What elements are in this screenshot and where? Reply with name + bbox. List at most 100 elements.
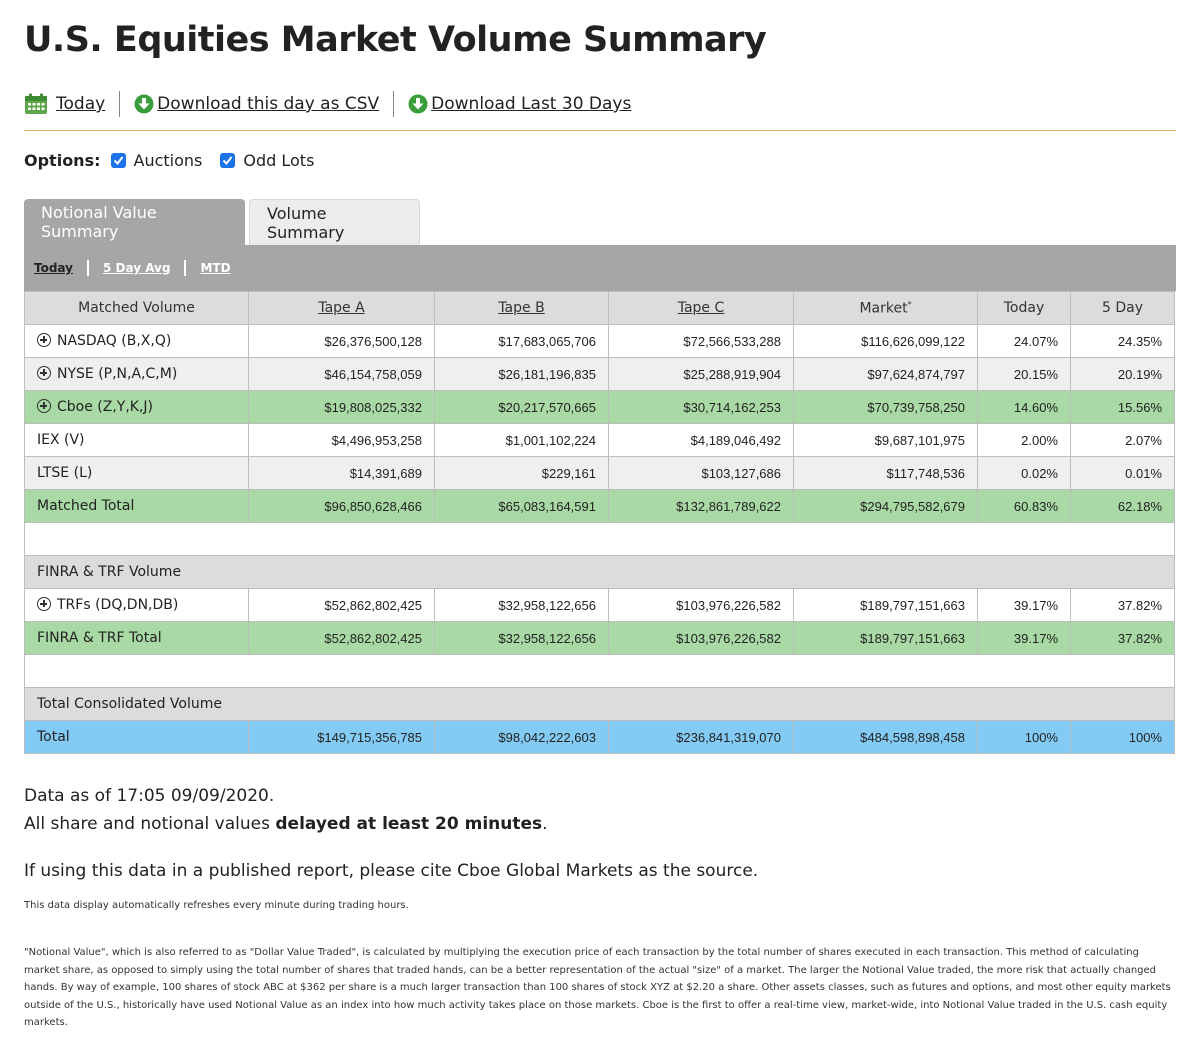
table-section-consolidated: Total Consolidated Volume bbox=[24, 687, 1175, 721]
table-row-nyse: NYSE (P,N,A,C,M) $46,154,758,059 $26,181… bbox=[24, 357, 1175, 391]
cell-tape-b: $17,683,065,706 bbox=[434, 324, 609, 358]
header-market: Market* bbox=[793, 291, 978, 325]
auctions-checkbox[interactable] bbox=[110, 152, 126, 168]
cell-tape-b: $20,217,570,665 bbox=[434, 390, 609, 424]
expand-plus-icon[interactable] bbox=[37, 333, 51, 347]
auctions-label: Auctions bbox=[133, 150, 203, 170]
odd-lots-label: Odd Lots bbox=[243, 150, 315, 170]
table-row-finra-total: FINRA & TRF Total $52,862,802,425 $32,95… bbox=[24, 621, 1175, 655]
section-label: Total Consolidated Volume bbox=[24, 687, 1175, 721]
cell-5-day: 20.19% bbox=[1070, 357, 1175, 391]
odd-lots-option[interactable]: Odd Lots bbox=[220, 151, 314, 170]
auctions-option[interactable]: Auctions bbox=[110, 150, 203, 170]
period-5-day-avg-link[interactable]: 5 Day Avg bbox=[102, 261, 171, 275]
cell-market: $97,624,874,797 bbox=[793, 357, 978, 391]
download-last-30-days-label: Download Last 30 Days bbox=[431, 94, 632, 114]
cell-market: $116,626,099,122 bbox=[793, 324, 978, 358]
cell-tape-a: $149,715,356,785 bbox=[248, 720, 435, 754]
cell-5-day: 37.82% bbox=[1070, 621, 1175, 655]
calendar-icon bbox=[24, 93, 48, 115]
download-icon bbox=[134, 94, 154, 114]
cell-tape-c: $30,714,162,253 bbox=[608, 390, 794, 424]
cell-market: $484,598,898,458 bbox=[793, 720, 978, 754]
header-today: Today bbox=[977, 291, 1071, 325]
header-tape-c[interactable]: Tape C bbox=[608, 291, 794, 325]
options-bar: Options: Auctions Odd Lots bbox=[24, 147, 332, 173]
delay-notice: All share and notional values delayed at… bbox=[24, 814, 548, 834]
row-label: NASDAQ (B,X,Q) bbox=[57, 333, 172, 349]
table-row-iex: IEX (V) $4,496,953,258 $1,001,102,224 $4… bbox=[24, 423, 1175, 457]
period-divider bbox=[184, 260, 187, 276]
cell-5-day: 37.82% bbox=[1070, 588, 1175, 622]
cell-tape-a: $96,850,628,466 bbox=[248, 489, 435, 523]
toolbar: Today Download this day as CSV Download … bbox=[24, 88, 1176, 120]
cell-tape-b: $26,181,196,835 bbox=[434, 357, 609, 391]
cell-tape-a: $19,808,025,332 bbox=[248, 390, 435, 424]
cell-tape-b: $65,083,164,591 bbox=[434, 489, 609, 523]
cell-today: 60.83% bbox=[977, 489, 1071, 523]
row-label: Cboe (Z,Y,K,J) bbox=[57, 399, 154, 415]
cell-market: $294,795,582,679 bbox=[793, 489, 978, 523]
expand-plus-icon[interactable] bbox=[37, 366, 51, 380]
cell-market: $117,748,536 bbox=[793, 456, 978, 490]
cell-tape-b: $229,161 bbox=[434, 456, 609, 490]
expand-plus-icon[interactable] bbox=[37, 399, 51, 413]
data-as-of: Data as of 17:05 09/09/2020. bbox=[24, 786, 275, 806]
tab-volume-summary[interactable]: Volume Summary bbox=[249, 199, 420, 245]
cell-today: 39.17% bbox=[977, 588, 1071, 622]
header-matched-volume: Matched Volume bbox=[24, 291, 249, 325]
download-day-csv-label: Download this day as CSV bbox=[157, 94, 380, 114]
cell-today: 100% bbox=[977, 720, 1071, 754]
header-5-day: 5 Day bbox=[1070, 291, 1175, 325]
cell-5-day: 62.18% bbox=[1070, 489, 1175, 523]
cell-tape-c: $236,841,319,070 bbox=[608, 720, 794, 754]
table-row-matched-total: Matched Total $96,850,628,466 $65,083,16… bbox=[24, 489, 1175, 523]
cell-market: $70,739,758,250 bbox=[793, 390, 978, 424]
download-last-30-days-link[interactable]: Download Last 30 Days bbox=[408, 94, 631, 114]
table-section-finra: FINRA & TRF Volume bbox=[24, 555, 1175, 589]
cell-5-day: 15.56% bbox=[1070, 390, 1175, 424]
volume-table: Matched Volume Tape A Tape B Tape C Mark… bbox=[24, 291, 1175, 754]
cell-tape-c: $72,566,533,288 bbox=[608, 324, 794, 358]
notional-value-explainer: "Notional Value", which is also referred… bbox=[24, 947, 1171, 1028]
cell-today: 39.17% bbox=[977, 621, 1071, 655]
cell-tape-b: $32,958,122,656 bbox=[434, 588, 609, 622]
cell-today: 14.60% bbox=[977, 390, 1071, 424]
cell-tape-a: $46,154,758,059 bbox=[248, 357, 435, 391]
cell-tape-b: $1,001,102,224 bbox=[434, 423, 609, 457]
checkmark-icon bbox=[113, 155, 123, 165]
tab-notional-value-summary[interactable]: Notional Value Summary bbox=[24, 199, 245, 245]
table-row-cboe: Cboe (Z,Y,K,J) $19,808,025,332 $20,217,5… bbox=[24, 390, 1175, 424]
cell-market: $9,687,101,975 bbox=[793, 423, 978, 457]
cell-market: $189,797,151,663 bbox=[793, 588, 978, 622]
period-mtd-link[interactable]: MTD bbox=[200, 261, 231, 275]
download-day-csv-link[interactable]: Download this day as CSV bbox=[134, 94, 379, 114]
cell-tape-b: $32,958,122,656 bbox=[434, 621, 609, 655]
cell-tape-c: $103,976,226,582 bbox=[608, 588, 794, 622]
cell-tape-c: $25,288,919,904 bbox=[608, 357, 794, 391]
row-label: LTSE (L) bbox=[24, 456, 249, 490]
today-link[interactable]: Today bbox=[24, 93, 105, 115]
period-divider bbox=[86, 260, 89, 276]
cell-tape-a: $52,862,802,425 bbox=[248, 621, 435, 655]
market-footnote-marker: * bbox=[907, 299, 912, 309]
row-label: Total bbox=[24, 720, 249, 754]
cell-tape-a: $4,496,953,258 bbox=[248, 423, 435, 457]
toolbar-divider bbox=[393, 91, 395, 117]
checkmark-icon bbox=[223, 155, 233, 165]
period-today-link[interactable]: Today bbox=[34, 261, 73, 275]
table-header-row: Matched Volume Tape A Tape B Tape C Mark… bbox=[24, 291, 1175, 325]
header-tape-b[interactable]: Tape B bbox=[434, 291, 609, 325]
refresh-notice: This data display automatically refreshe… bbox=[24, 900, 409, 911]
cell-tape-a: $26,376,500,128 bbox=[248, 324, 435, 358]
odd-lots-checkbox[interactable] bbox=[220, 152, 236, 168]
table-spacer-row bbox=[24, 654, 1175, 688]
expand-plus-icon[interactable] bbox=[37, 597, 51, 611]
cell-tape-a: $52,862,802,425 bbox=[248, 588, 435, 622]
row-label: IEX (V) bbox=[24, 423, 249, 457]
today-link-label: Today bbox=[56, 94, 106, 114]
cell-tape-b: $98,042,222,603 bbox=[434, 720, 609, 754]
period-selector: Today 5 Day Avg MTD bbox=[24, 245, 1176, 291]
cell-tape-c: $132,861,789,622 bbox=[608, 489, 794, 523]
header-tape-a[interactable]: Tape A bbox=[248, 291, 435, 325]
